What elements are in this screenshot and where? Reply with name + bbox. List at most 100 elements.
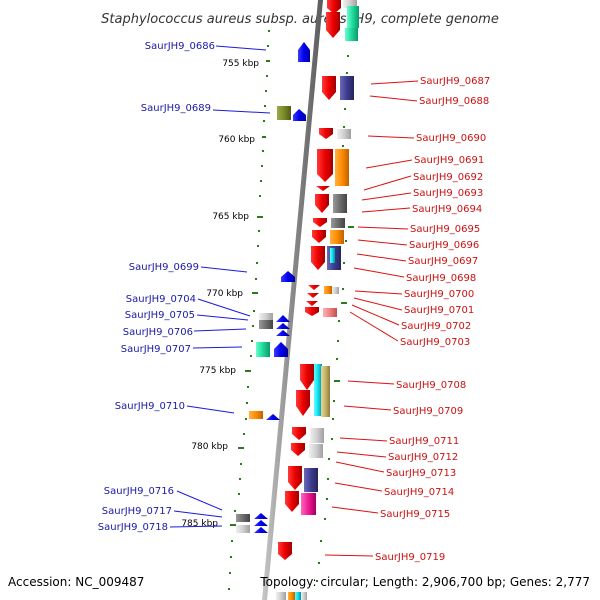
gene-SaurJH9_0706[interactable] bbox=[276, 330, 290, 336]
gene-SaurJH9_0711-b[interactable] bbox=[310, 428, 324, 443]
gene-SaurJH9_0702[interactable] bbox=[306, 301, 318, 306]
gene-label[interactable]: SaurJH9_0713 bbox=[386, 468, 456, 479]
gene-SaurJH9_0710[interactable] bbox=[266, 414, 280, 420]
gene-SaurJH9_0691[interactable] bbox=[317, 149, 333, 182]
gene-label[interactable]: SaurJH9_0715 bbox=[380, 509, 450, 520]
gene-SaurJH9_0718-block[interactable] bbox=[236, 525, 250, 533]
gene-label[interactable]: SaurJH9_0702 bbox=[401, 321, 471, 332]
left-gene-labels: SaurJH9_0686 SaurJH9_0689 SaurJH9_0699 S… bbox=[98, 41, 215, 533]
gene-label[interactable]: SaurJH9_0699 bbox=[129, 262, 199, 273]
gene-SaurJH9_0705[interactable] bbox=[276, 323, 290, 329]
gene-SaurJH9_0707[interactable] bbox=[274, 342, 288, 357]
gene-SaurJH9_0708-c[interactable] bbox=[321, 366, 330, 417]
gene-SaurJH9_0715[interactable] bbox=[301, 493, 316, 515]
gene-SaurJH9_0712-b[interactable] bbox=[309, 444, 323, 458]
gene-SaurJH9_0716[interactable] bbox=[254, 513, 268, 519]
gene-label[interactable]: SaurJH9_0687 bbox=[420, 76, 490, 87]
gene-SaurJH9_0699[interactable] bbox=[281, 271, 295, 282]
gene-label[interactable]: SaurJH9_0697 bbox=[408, 256, 478, 267]
gene-SaurJH9_0701[interactable] bbox=[307, 293, 319, 298]
gene-bottom-c[interactable] bbox=[295, 592, 301, 600]
gene-label[interactable]: SaurJH9_0707 bbox=[121, 344, 191, 355]
gene-SaurJH9_0714[interactable] bbox=[304, 468, 318, 492]
gene-SaurJH9_0708-b[interactable] bbox=[314, 364, 322, 416]
gene-label[interactable]: SaurJH9_0691 bbox=[414, 155, 484, 166]
gene-SaurJH9_0711[interactable] bbox=[292, 427, 306, 440]
gene-bottom-b[interactable] bbox=[288, 592, 295, 600]
gene-top-partial[interactable] bbox=[327, 0, 341, 14]
gene-label[interactable]: SaurJH9_0717 bbox=[102, 506, 172, 517]
gene-top-red[interactable] bbox=[326, 12, 340, 38]
gene-label[interactable]: SaurJH9_0708 bbox=[396, 380, 466, 391]
gene-SaurJH9_0692[interactable] bbox=[335, 149, 349, 186]
gene-SaurJH9_0690-b[interactable] bbox=[337, 129, 351, 139]
gene-SaurJH9_0710-block[interactable] bbox=[249, 411, 263, 419]
left-dotted-track bbox=[228, 30, 270, 590]
gene-label[interactable]: SaurJH9_0688 bbox=[419, 96, 489, 107]
gene-label[interactable]: SaurJH9_0704 bbox=[126, 294, 196, 305]
gene-top-partial-c[interactable] bbox=[345, 28, 358, 41]
gene-label[interactable]: SaurJH9_0696 bbox=[409, 240, 479, 251]
gene-SaurJH9_0703[interactable] bbox=[305, 307, 319, 316]
gene-SaurJH9_0704[interactable] bbox=[276, 315, 290, 322]
gene-top-partial-d[interactable] bbox=[347, 6, 359, 28]
gene-label[interactable]: SaurJH9_0706 bbox=[123, 327, 193, 338]
gene-bottom-a[interactable] bbox=[276, 592, 286, 600]
gene-label[interactable]: SaurJH9_0693 bbox=[413, 188, 483, 199]
gene-SaurJH9_0694[interactable] bbox=[333, 194, 347, 213]
gene-label[interactable]: SaurJH9_0714 bbox=[384, 487, 454, 498]
gene-SaurJH9_0718[interactable] bbox=[254, 527, 268, 533]
gene-label[interactable]: SaurJH9_0694 bbox=[412, 204, 482, 215]
gene-SaurJH9_0695-b[interactable] bbox=[331, 218, 345, 228]
gene-SaurJH9_0717[interactable] bbox=[254, 520, 268, 526]
gene-SaurJH9_0700[interactable] bbox=[308, 285, 320, 290]
gene-label[interactable]: SaurJH9_0690 bbox=[416, 133, 486, 144]
gene-SaurJH9_0688[interactable] bbox=[340, 76, 354, 100]
gene-SaurJH9_0712[interactable] bbox=[291, 443, 305, 456]
gene-SaurJH9_0703-b[interactable] bbox=[323, 308, 337, 317]
gene-SaurJH9_0697[interactable] bbox=[311, 246, 325, 270]
gene-SaurJH9_0694a[interactable] bbox=[315, 194, 329, 213]
gene-label[interactable]: SaurJH9_0689 bbox=[141, 103, 211, 114]
gene-bottom-d[interactable] bbox=[301, 592, 307, 600]
gene-SaurJH9_0696-b[interactable] bbox=[330, 230, 344, 244]
gene-label[interactable]: SaurJH9_0692 bbox=[413, 172, 483, 183]
right-gene-labels: SaurJH9_0687 SaurJH9_0688 SaurJH9_0690 S… bbox=[375, 76, 490, 563]
gene-top-partial-b[interactable] bbox=[343, 0, 357, 8]
gene-SaurJH9_0714-b[interactable] bbox=[285, 491, 299, 512]
gene-label[interactable]: SaurJH9_0711 bbox=[389, 436, 459, 447]
gene-label[interactable]: SaurJH9_0705 bbox=[125, 310, 195, 321]
gene-label[interactable]: SaurJH9_0710 bbox=[115, 401, 185, 412]
gene-label[interactable]: SaurJH9_0716 bbox=[104, 486, 174, 497]
gene-label[interactable]: SaurJH9_0703 bbox=[400, 337, 470, 348]
gene-SaurJH9_0719[interactable] bbox=[278, 542, 292, 560]
gene-SaurJH9_0716-block[interactable] bbox=[236, 514, 250, 522]
gene-SaurJH9_0713[interactable] bbox=[288, 466, 302, 490]
gene-label[interactable]: SaurJH9_0700 bbox=[404, 289, 474, 300]
gene-SaurJH9_0696[interactable] bbox=[312, 230, 326, 243]
gene-label[interactable]: SaurJH9_0719 bbox=[375, 552, 445, 563]
gene-SaurJH9_0693[interactable] bbox=[316, 186, 330, 191]
gene-SaurJH9_0690[interactable] bbox=[319, 128, 333, 139]
gene-label[interactable]: SaurJH9_0712 bbox=[388, 452, 458, 463]
gene-SaurJH9_0689-block[interactable] bbox=[277, 106, 291, 120]
gene-SaurJH9_0686[interactable] bbox=[298, 42, 310, 62]
gene-SaurJH9_0695[interactable] bbox=[313, 218, 327, 227]
gene-label[interactable]: SaurJH9_0698 bbox=[406, 273, 476, 284]
gene-SaurJH9_0707-block[interactable] bbox=[256, 342, 270, 357]
gene-SaurJH9_0689[interactable] bbox=[293, 109, 306, 121]
gene-label[interactable]: SaurJH9_0709 bbox=[393, 406, 463, 417]
genome-title: Staphylococcus aureus subsp. aureus JH9,… bbox=[101, 12, 499, 27]
gene-label[interactable]: SaurJH9_0718 bbox=[98, 522, 168, 533]
gene-SaurJH9_0706-block[interactable] bbox=[259, 320, 273, 329]
gene-label[interactable]: SaurJH9_0695 bbox=[410, 224, 480, 235]
gene-SaurJH9_0700-b[interactable] bbox=[324, 286, 332, 294]
gene-SaurJH9_0700-c[interactable] bbox=[332, 287, 339, 294]
gene-SaurJH9_0708[interactable] bbox=[300, 364, 314, 390]
gene-SaurJH9_0709[interactable] bbox=[296, 390, 310, 416]
gene-label[interactable]: SaurJH9_0686 bbox=[145, 41, 215, 52]
gene-SaurJH9_0687[interactable] bbox=[322, 76, 336, 100]
gene-SaurJH9_0698[interactable] bbox=[330, 248, 335, 263]
reverse-strand-genes bbox=[236, 42, 310, 533]
gene-label[interactable]: SaurJH9_0701 bbox=[404, 305, 474, 316]
